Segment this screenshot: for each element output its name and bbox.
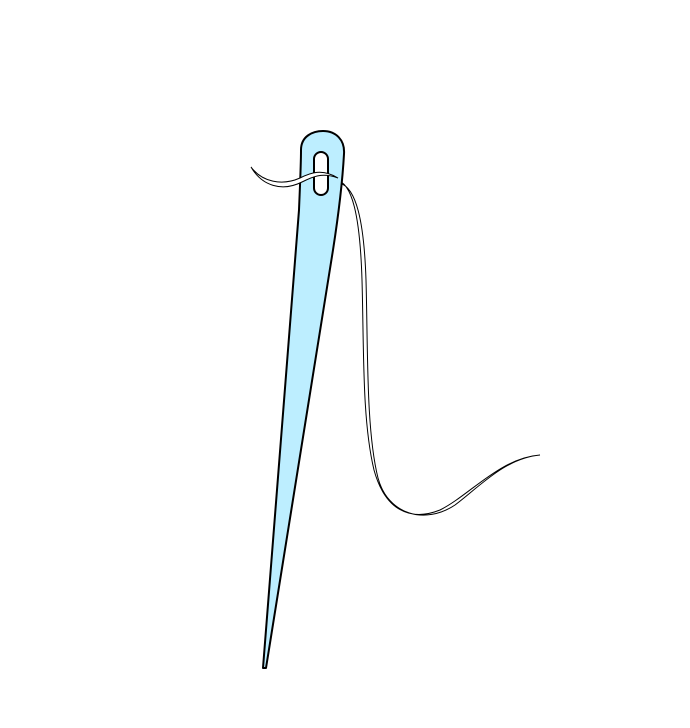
thread-long-tail (334, 179, 541, 516)
thread-short-tail (250, 166, 339, 188)
needle-body (262, 130, 346, 669)
